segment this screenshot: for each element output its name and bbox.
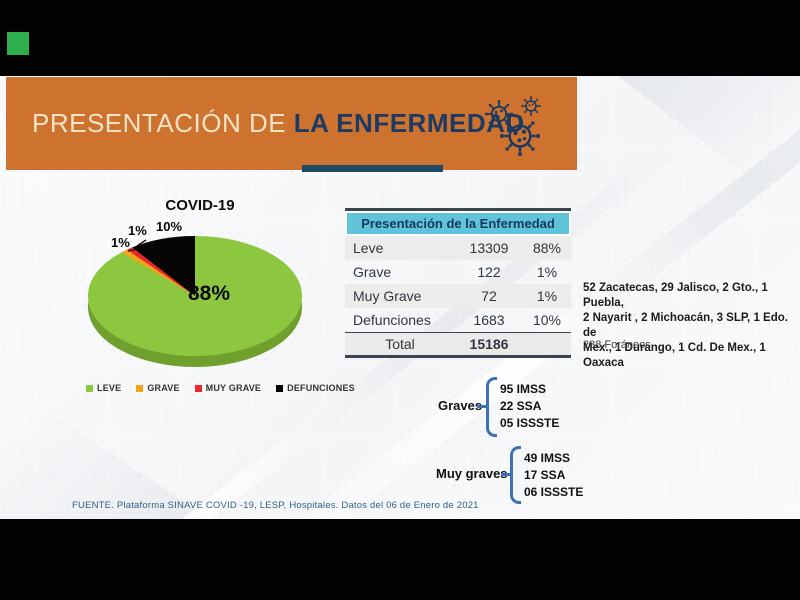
label-leader-line [136, 239, 147, 247]
graves-group-label: Graves [438, 398, 483, 413]
header-banner: PRESENTACIÓN DE LA ENFERMEDAD [6, 77, 577, 170]
virus-icon [499, 115, 541, 157]
label-leader-line [127, 248, 139, 252]
row-value: 1683 [473, 312, 505, 328]
row-label: Defunciones [353, 312, 431, 328]
muy-graves-item: 17 SSA [524, 468, 566, 482]
row-label: Grave [353, 264, 392, 280]
page-title-light: PRESENTACIÓN DE [32, 108, 294, 138]
graves-bracket [477, 377, 497, 437]
row-percent: 88% [532, 240, 562, 256]
chart-title: COVID-19 [165, 197, 235, 214]
pie-slice-defunciones [132, 236, 195, 296]
graves-group-items: 95 IMSS 22 SSA 05 ISSSTE [500, 381, 559, 432]
graves-item: 95 IMSS [500, 382, 547, 396]
states-line: 2 Nayarit , 2 Michoacán, 3 SLP, 1 Edo. d… [583, 312, 788, 339]
virus-icon [521, 96, 541, 116]
table-row: Muy Grave 72 1% [345, 284, 571, 308]
muy-graves-group-items: 49 IMSS 17 SSA 06 ISSSTE [524, 450, 583, 501]
letterbox-bottom-bar [0, 519, 800, 600]
row-label: Leve [353, 240, 384, 256]
legend-item-muy-grave: MUY GRAVE [194, 383, 262, 393]
virus-icon [484, 99, 514, 129]
total-label: Total [385, 336, 415, 352]
row-percent: 1% [536, 288, 558, 304]
legend-label-leve: LEVE [97, 383, 122, 393]
graves-item: 22 SSA [500, 399, 542, 413]
pie-label-defunciones: 10% [156, 219, 183, 234]
pie-label-muy-grave: 1% [128, 223, 147, 238]
states-line: Mex., 1 Durango, 1 Cd. De Mex., 1 Oaxaca [583, 342, 766, 369]
muy-graves-item: 49 IMSS [524, 451, 571, 465]
table-row: Grave 122 1% [345, 260, 571, 284]
banner-underline-bar [302, 165, 443, 172]
row-value: 122 [477, 264, 501, 280]
legend-swatch-muy-grave [194, 384, 202, 392]
states-breakdown-note: 52 Zacatecas, 29 Jalisco, 2 Gto., 1 Pueb… [583, 281, 800, 371]
table-total-row: Total 15186 [345, 332, 571, 355]
foraneos-note: 238 Foráneos [583, 339, 651, 351]
legend-swatch-leve [86, 384, 93, 392]
row-value: 72 [481, 288, 497, 304]
table-row: Defunciones 1683 10% [345, 308, 571, 332]
states-line: 52 Zacatecas, 29 Jalisco, 2 Gto., 1 Pueb… [583, 282, 768, 309]
legend-label-defunciones: DEFUNCIONES [287, 383, 355, 393]
muy-graves-bracket [501, 446, 521, 504]
muy-graves-item: 06 ISSSTE [524, 485, 584, 499]
row-value: 13309 [469, 240, 509, 256]
row-percent: 1% [536, 264, 558, 280]
graves-item: 05 ISSSTE [500, 416, 560, 430]
pie-chart [88, 236, 302, 367]
pie-slice-muy-grave [126, 247, 195, 296]
disease-table: Presentación de la Enfermedad Leve 13309… [345, 208, 571, 358]
legend-item-defunciones: DEFUNCIONES [276, 383, 355, 393]
row-percent: 10% [532, 312, 562, 328]
legend-item-leve: LEVE [86, 383, 121, 393]
chart-legend: LEVE GRAVE MUY GRAVE DEFUNCIONES [86, 383, 355, 393]
pie-label-leve: 88% [188, 282, 231, 305]
legend-label-muy-grave: MUY GRAVE [205, 383, 262, 393]
pie-label-grave: 1% [111, 235, 130, 250]
page-title: PRESENTACIÓN DE LA ENFERMEDAD [32, 108, 525, 139]
green-overlay-square [7, 32, 29, 55]
slide-canvas: PRESENTACIÓN DE LA ENFERMEDAD [0, 76, 800, 519]
table-row: Leve 13309 88% [345, 236, 571, 260]
table-header: Presentación de la Enfermedad [345, 211, 571, 236]
pie-slice-grave [121, 249, 195, 296]
muy-graves-group-label: Muy graves [436, 466, 508, 481]
legend-item-grave: GRAVE [136, 383, 179, 393]
legend-swatch-grave [136, 384, 144, 392]
total-value: 15186 [469, 336, 509, 352]
letterbox-top-bar [0, 0, 800, 76]
row-label: Muy Grave [353, 288, 422, 304]
source-footnote: FUENTE. Plataforma SINAVE COVID -19, LES… [72, 500, 479, 511]
legend-swatch-defunciones [276, 384, 284, 392]
legend-label-grave: GRAVE [147, 383, 180, 393]
